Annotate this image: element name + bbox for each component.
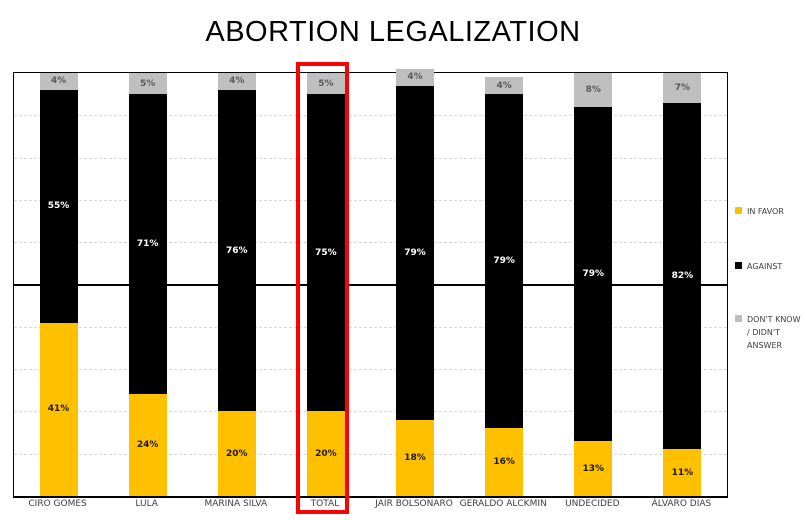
legend-swatch-icon	[735, 315, 742, 322]
gridline-30pct	[14, 369, 727, 371]
bar-segment-don-t-know-didn-t-answer: 4%	[39, 73, 78, 90]
legend-item-in-favor: IN FAVOR	[735, 205, 784, 218]
bar-segment-don-t-know-didn-t-answer: 4%	[217, 73, 256, 90]
bar-geraldo-alckmin: 16% 79% 4%	[485, 73, 524, 496]
bar-value-label: 76%	[226, 245, 248, 256]
bar-segment-in-favor: 13%	[574, 441, 613, 496]
gridline-10pct	[14, 453, 727, 455]
category-label: LULA	[135, 499, 158, 509]
bar-segment-don-t-know-didn-t-answer: 5%	[306, 73, 345, 95]
gridline-40pct	[14, 326, 727, 328]
bar-undecided: 13% 79% 8%	[574, 73, 613, 496]
bar-value-label: 79%	[404, 247, 426, 258]
bar-segment-in-favor: 24%	[128, 394, 167, 496]
bar-segment-against: 79%	[396, 85, 435, 420]
legend-item-don-t-know-didn-t-answer: DON'T KNOW / DIDN'T ANSWER	[735, 313, 803, 352]
bar-value-label: 5%	[318, 78, 334, 89]
bar-jair-bolsonaro: 18% 79% 4%	[396, 68, 435, 496]
bar-ciro-gomes: 41% 55% 4%	[39, 73, 78, 496]
bar-segment-against: 82%	[663, 102, 702, 450]
bar-value-label: 20%	[226, 448, 248, 459]
bar-segment-don-t-know-didn-t-answer: 8%	[574, 73, 613, 107]
bar-segment-against: 55%	[39, 89, 78, 323]
bar-segment-don-t-know-didn-t-answer: 5%	[128, 73, 167, 95]
gridline-80pct	[14, 157, 727, 159]
legend-item-against: AGAINST	[735, 260, 782, 273]
category-label: CIRO GOMES	[28, 499, 87, 509]
bar-value-label: 41%	[47, 404, 70, 415]
bar-segment-in-favor: 41%	[39, 322, 78, 496]
bar-value-label: 4%	[229, 76, 245, 87]
bar-value-label: 82%	[671, 271, 694, 282]
bar-value-label: 8%	[585, 84, 601, 95]
gridline-50pct-solid	[14, 283, 727, 286]
gridline-70pct	[14, 199, 727, 201]
bar-value-label: 11%	[671, 467, 694, 478]
legend-label: AGAINST	[747, 262, 783, 271]
category-label: UNDECIDED	[565, 499, 620, 509]
bar-lula: 24% 71% 5%	[128, 73, 167, 496]
legend-swatch-icon	[735, 207, 742, 214]
bar-segment-don-t-know-didn-t-answer: 4%	[396, 68, 435, 86]
bar-value-label: 4%	[407, 72, 423, 83]
bar-segment-in-favor: 11%	[663, 449, 702, 496]
legend-label: DON'T KNOW / DIDN'T ANSWER	[747, 315, 801, 350]
bar-value-label: 18%	[404, 452, 426, 463]
bar-value-label: 5%	[140, 78, 156, 89]
bar-value-label: 13%	[582, 463, 605, 474]
bar-total: 20% 75% 5%	[306, 73, 345, 496]
bar-segment-against: 71%	[128, 94, 167, 395]
bar-value-label: 79%	[582, 268, 605, 279]
bar-value-label: 4%	[496, 80, 512, 91]
bar-segment-in-favor: 20%	[217, 411, 256, 496]
bar-segment-in-favor: 20%	[306, 411, 345, 496]
bar-value-label: 24%	[136, 440, 159, 451]
bar-value-label: 20%	[315, 448, 337, 459]
category-label: JAIR BOLSONARO	[375, 499, 453, 509]
bar-segment-against: 75%	[306, 94, 345, 412]
bar-value-label: 71%	[136, 239, 159, 250]
plot-area: 41% 55% 4% 24% 71% 5% 20% 76% 4% 20% 75% 5% 18% 79% 4%…	[13, 68, 728, 498]
bar-segment-in-favor: 16%	[485, 428, 524, 496]
gridline-20pct	[14, 411, 727, 413]
gridline-60pct	[14, 242, 727, 244]
chart-title: ABORTION LEGALIZATION	[205, 16, 581, 48]
bar-value-label: 4%	[50, 76, 67, 87]
bar-value-label: 79%	[493, 256, 515, 267]
bar-value-label: 75%	[315, 247, 337, 258]
bar--lvaro-dias: 11% 82% 7%	[663, 73, 702, 496]
category-label: GERALDO ALCKMIN	[459, 499, 547, 509]
category-label: TOTAL	[310, 499, 340, 509]
category-label: ÁLVARO DIAS	[651, 499, 712, 509]
bar-value-label: 16%	[493, 457, 515, 468]
legend-swatch-icon	[735, 262, 742, 269]
bar-value-label: 55%	[47, 201, 70, 212]
legend-label: IN FAVOR	[747, 207, 784, 216]
bar-value-label: 7%	[674, 82, 691, 93]
gridline-90pct	[14, 115, 727, 117]
bar-marina-silva: 20% 76% 4%	[217, 73, 256, 496]
bar-segment-against: 79%	[485, 94, 524, 429]
bar-segment-don-t-know-didn-t-answer: 7%	[663, 73, 702, 103]
bar-segment-against: 79%	[574, 106, 613, 442]
bar-segment-don-t-know-didn-t-answer: 4%	[485, 77, 524, 95]
category-axis: CIRO GOMES LULA MARINA SILVA TOTAL JAIR BOLS…	[13, 499, 726, 509]
bar-segment-in-favor: 18%	[396, 419, 435, 496]
bar-segment-against: 76%	[217, 89, 256, 412]
category-label: MARINA SILVA	[204, 499, 268, 509]
